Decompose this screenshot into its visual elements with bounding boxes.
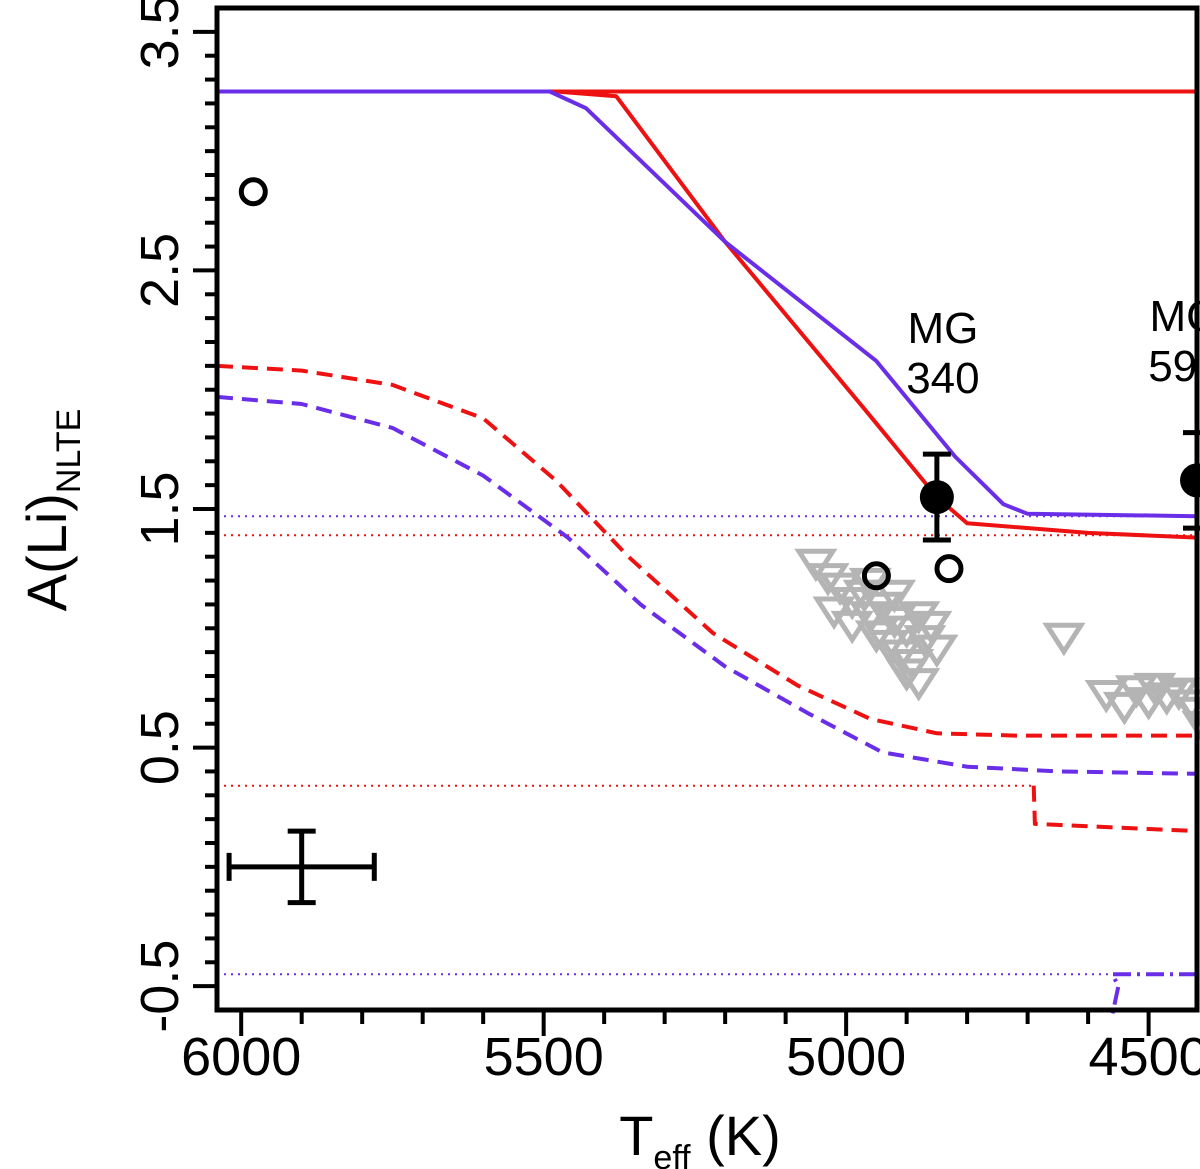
x-axis-title-sub: eff [653,1139,691,1169]
model-curves [216,89,1198,1016]
open-circle-point-0 [238,177,268,207]
upper-limit-point-10 [897,601,941,635]
model-red-dashed-lower [1031,785,1198,834]
model-red-solid [217,89,1198,540]
mg591-label-line1: MG [1149,292,1200,341]
y-tick-label-1.5: 1.5 [130,471,190,546]
upper-limit-point-17 [915,634,959,669]
x-axis-title-main: T [619,1104,653,1167]
y-tick-label-2.5: 2.5 [130,233,190,308]
upper-limit-point-23 [1042,622,1086,657]
upper-limit-point-28 [1133,672,1177,707]
upper-limit-point-13 [866,629,911,664]
model-blue-solid [217,89,1198,519]
x-axis-title: Teff (K) [619,1104,781,1169]
x-tick-label-6000: 6000 [181,1027,301,1087]
mg591-label-line2: 591 [1148,342,1200,391]
upper-limit-point-14 [878,639,923,673]
detection-point-0 [919,480,954,515]
upper-limit-point-18 [830,610,874,645]
y-axis-title-sub: NLTE [50,409,88,493]
y-axis-ticks [193,29,217,989]
upper-limit-point-16 [903,625,947,659]
axes: 6000 5500 5000 4500 -0.5 0.5 1.5 2.5 3.5… [15,0,1200,1169]
x-tick-label-4500: 4500 [1089,1027,1200,1087]
y-axis-title-main: A(Li) [15,493,78,611]
y-axis-title: A(Li)NLTE [15,409,88,612]
x-axis-title-unit: (K) [691,1104,781,1167]
open-circle-point-2 [934,554,964,584]
x-tick-label-5000: 5000 [786,1027,906,1087]
upper-limit-point-12 [854,620,898,654]
annotations: MG 340 MG 591 [906,292,1200,403]
x-axis-ticks [239,1010,1151,1036]
upper-limit-point-22 [872,579,917,614]
mg340-label-line2: 340 [906,354,979,403]
model-blue-dashdot-lower [1110,972,1197,1016]
upper-limit-point-25 [1102,691,1146,726]
upper-limit-point-20 [897,668,941,702]
y-tick-label-0.5: 0.5 [130,710,190,785]
model-red-dashed-upper [216,363,1197,738]
upper-limit-point-1 [806,563,850,597]
x-tick-label-5500: 5500 [484,1027,604,1087]
data-points [226,177,1200,906]
y-tick-label-neg0.5: -0.5 [130,940,190,1033]
plot-frame [214,5,1200,1013]
mg340-label-line1: MG [907,304,978,353]
y-tick-label-3.5: 3.5 [130,0,190,69]
model-blue-dashed-upper [216,394,1198,776]
upper-limit-point-19 [885,658,929,692]
reference-lines [217,515,1197,976]
open-circle-point-1 [861,561,891,591]
